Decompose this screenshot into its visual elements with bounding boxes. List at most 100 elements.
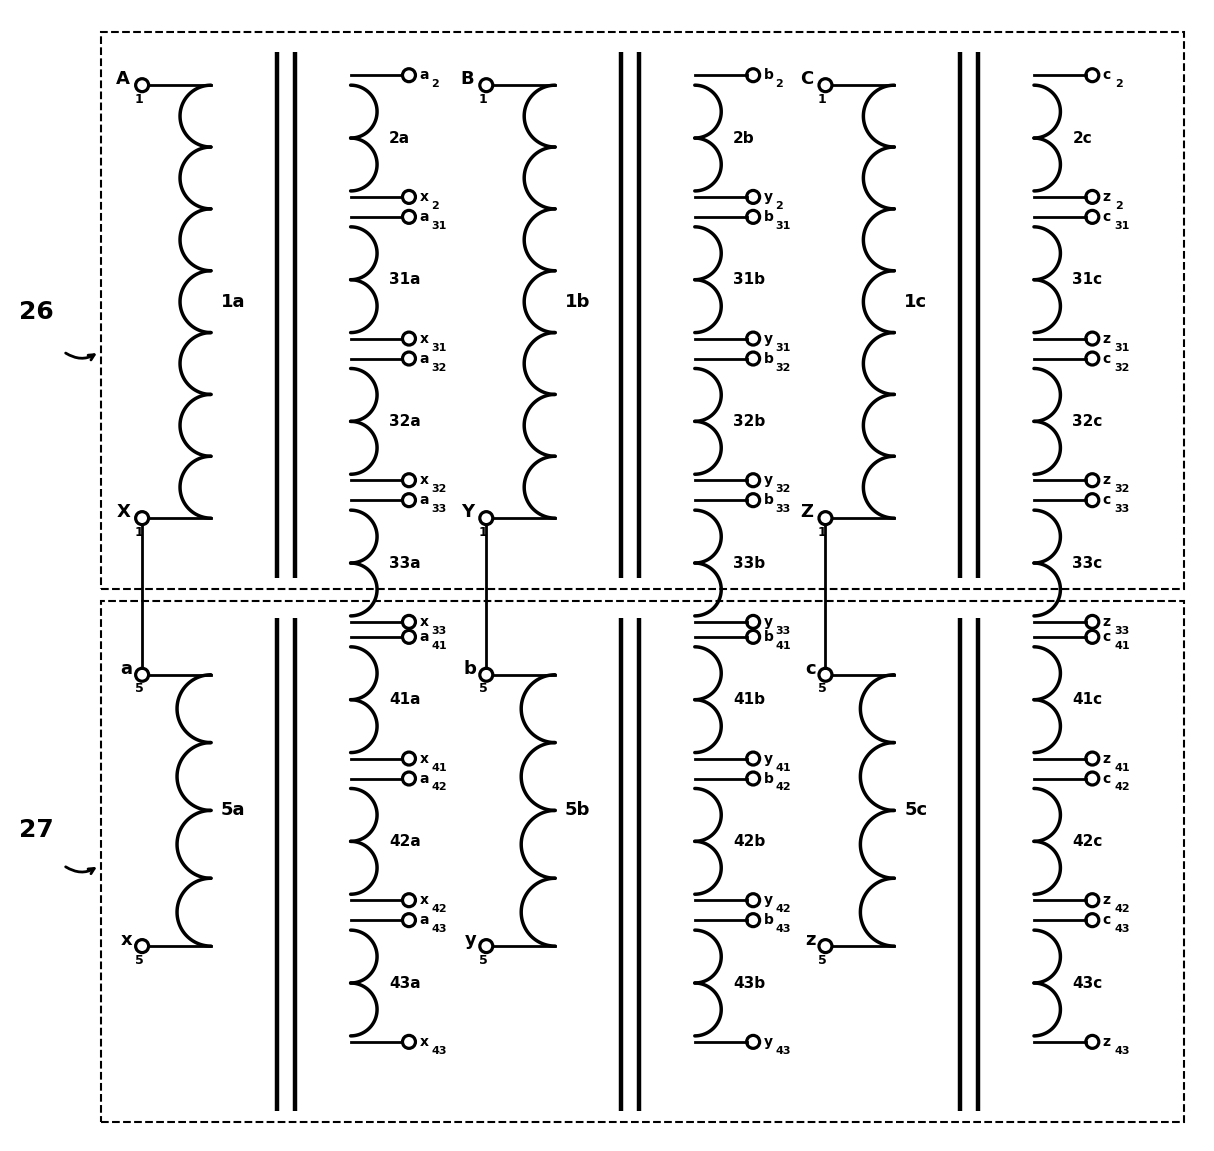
Text: a: a <box>420 913 429 928</box>
Text: a: a <box>420 630 429 643</box>
Text: x: x <box>420 893 429 907</box>
Text: 43b: 43b <box>733 976 765 991</box>
Text: B: B <box>460 70 475 89</box>
Text: c: c <box>1102 68 1111 82</box>
Text: y: y <box>764 615 772 628</box>
Text: 2: 2 <box>431 201 439 211</box>
Text: 43: 43 <box>1114 1046 1130 1055</box>
Text: 1c: 1c <box>904 292 927 311</box>
Text: 41: 41 <box>776 641 792 650</box>
Text: 31: 31 <box>431 221 447 231</box>
Text: z: z <box>805 931 816 950</box>
Text: 43: 43 <box>1114 924 1130 935</box>
Text: 42b: 42b <box>733 833 766 848</box>
Text: y: y <box>764 473 772 487</box>
Text: 33: 33 <box>1114 626 1130 635</box>
Text: z: z <box>1102 752 1111 765</box>
Text: z: z <box>1102 473 1111 487</box>
Text: 31: 31 <box>1114 343 1130 352</box>
Text: 32: 32 <box>1114 485 1130 494</box>
Text: b: b <box>764 771 773 785</box>
Text: x: x <box>420 615 429 628</box>
Text: 2b: 2b <box>733 130 755 145</box>
Text: 26: 26 <box>19 299 55 323</box>
Text: 41: 41 <box>431 641 447 650</box>
Text: x: x <box>420 331 429 345</box>
Text: x: x <box>420 190 429 204</box>
Text: 41: 41 <box>1114 762 1130 772</box>
Text: 41b: 41b <box>733 692 765 707</box>
Text: 31: 31 <box>1114 221 1130 231</box>
Text: 43: 43 <box>431 924 447 935</box>
Text: 5: 5 <box>135 683 144 695</box>
Text: x: x <box>420 752 429 765</box>
Text: z: z <box>1102 893 1111 907</box>
Text: 32: 32 <box>1114 363 1130 373</box>
Text: a: a <box>420 351 429 366</box>
Text: 2: 2 <box>776 79 783 89</box>
Text: a: a <box>420 771 429 785</box>
Text: 1b: 1b <box>565 292 590 311</box>
Text: 43c: 43c <box>1072 976 1102 991</box>
Text: 2: 2 <box>776 201 783 211</box>
Text: 27: 27 <box>19 818 55 843</box>
Text: 42: 42 <box>431 783 447 793</box>
Text: c: c <box>1102 913 1111 928</box>
Text: 43: 43 <box>431 1046 447 1055</box>
Text: 31: 31 <box>776 343 792 352</box>
Text: b: b <box>764 351 773 366</box>
Text: b: b <box>464 660 476 678</box>
Text: 1a: 1a <box>221 292 245 311</box>
Text: 32: 32 <box>776 363 792 373</box>
Bar <box>101 601 1184 1122</box>
Text: 1: 1 <box>134 92 143 106</box>
Text: 5b: 5b <box>565 801 590 820</box>
Text: z: z <box>1102 1035 1111 1049</box>
Text: A: A <box>117 70 130 89</box>
Text: 5: 5 <box>135 953 144 967</box>
Text: 1: 1 <box>134 526 143 539</box>
Text: 42: 42 <box>1114 783 1130 793</box>
Text: 41: 41 <box>776 762 792 772</box>
Text: 1: 1 <box>817 526 827 539</box>
Text: y: y <box>764 331 772 345</box>
Text: b: b <box>764 209 773 223</box>
Text: b: b <box>764 68 773 82</box>
Text: a: a <box>120 660 132 678</box>
Text: 2: 2 <box>1114 79 1123 89</box>
Text: 41c: 41c <box>1072 692 1102 707</box>
Text: x: x <box>420 473 429 487</box>
Text: y: y <box>764 190 772 204</box>
Text: X: X <box>117 503 130 521</box>
Text: 5: 5 <box>818 953 827 967</box>
Text: 43: 43 <box>776 1046 792 1055</box>
Text: 33a: 33a <box>388 556 421 571</box>
Text: z: z <box>1102 615 1111 628</box>
Text: c: c <box>1102 351 1111 366</box>
Text: 33: 33 <box>431 504 447 514</box>
Text: 33b: 33b <box>733 556 765 571</box>
Text: c: c <box>1102 771 1111 785</box>
Text: 31a: 31a <box>388 273 420 288</box>
Text: 33: 33 <box>776 504 790 514</box>
Text: 42: 42 <box>1114 905 1130 914</box>
Text: Z: Z <box>800 503 813 521</box>
Text: 1: 1 <box>478 526 487 539</box>
Text: 2: 2 <box>1114 201 1123 211</box>
Text: 41a: 41a <box>388 692 420 707</box>
Text: b: b <box>764 630 773 643</box>
Text: 43: 43 <box>776 924 792 935</box>
Text: 5: 5 <box>480 683 488 695</box>
Bar <box>101 32 1184 589</box>
Text: 42: 42 <box>776 905 792 914</box>
Text: 31: 31 <box>431 343 447 352</box>
Text: C: C <box>800 70 813 89</box>
Text: 5c: 5c <box>904 801 927 820</box>
Text: 2a: 2a <box>388 130 410 145</box>
Text: Y: Y <box>461 503 475 521</box>
Text: 33: 33 <box>1114 504 1130 514</box>
Text: x: x <box>120 931 132 950</box>
Text: 33: 33 <box>776 626 790 635</box>
Text: 32a: 32a <box>388 414 421 429</box>
Text: 31c: 31c <box>1072 273 1102 288</box>
